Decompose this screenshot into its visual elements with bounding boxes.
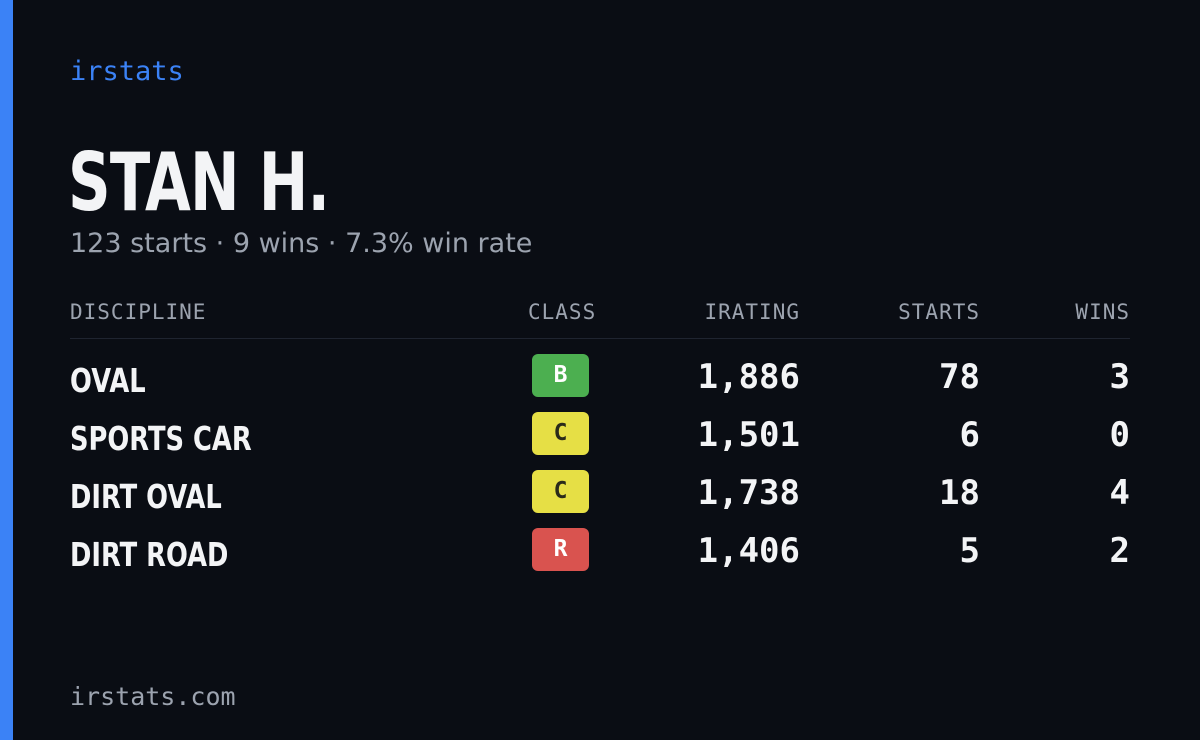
- header-wins: WINS: [1075, 300, 1130, 324]
- wins-value: 4: [1109, 473, 1130, 513]
- header-class: CLASS: [528, 300, 597, 324]
- discipline-label: DIRT OVAL: [70, 477, 222, 516]
- class-badge: C: [532, 470, 589, 513]
- irating-value: 1,738: [697, 473, 800, 513]
- table-row: DIRT OVAL C 1,738 18 4: [70, 470, 1130, 516]
- wins-value: 2: [1109, 531, 1130, 571]
- irating-value: 1,406: [697, 531, 800, 571]
- starts-value: 6: [959, 415, 980, 455]
- accent-bar: [0, 0, 13, 740]
- discipline-label: DIRT ROAD: [70, 535, 229, 574]
- header-irating: IRATING: [704, 300, 800, 324]
- table-row: SPORTS CAR C 1,501 6 0: [70, 412, 1130, 458]
- table-row: OVAL B 1,886 78 3: [70, 354, 1130, 400]
- starts-value: 18: [939, 473, 980, 513]
- driver-name: STAN H.: [68, 136, 330, 229]
- footer-url: irstats.com: [70, 682, 236, 711]
- wins-value: 0: [1109, 415, 1130, 455]
- wins-value: 3: [1109, 357, 1130, 397]
- class-badge: R: [532, 528, 589, 571]
- header-discipline: DISCIPLINE: [70, 300, 207, 324]
- table-row: DIRT ROAD R 1,406 5 2: [70, 528, 1130, 574]
- class-badge: C: [532, 412, 589, 455]
- brand-logo: irstats: [70, 56, 184, 87]
- discipline-label: SPORTS CAR: [70, 419, 252, 458]
- table-header: DISCIPLINE CLASS IRATING STARTS WINS: [70, 300, 1130, 339]
- discipline-label: OVAL: [70, 361, 146, 400]
- starts-value: 78: [939, 357, 980, 397]
- irating-value: 1,501: [697, 415, 800, 455]
- header-starts: STARTS: [898, 300, 980, 324]
- driver-summary: 123 starts · 9 wins · 7.3% win rate: [70, 228, 533, 259]
- class-badge: B: [532, 354, 589, 397]
- starts-value: 5: [959, 531, 980, 571]
- irating-value: 1,886: [697, 357, 800, 397]
